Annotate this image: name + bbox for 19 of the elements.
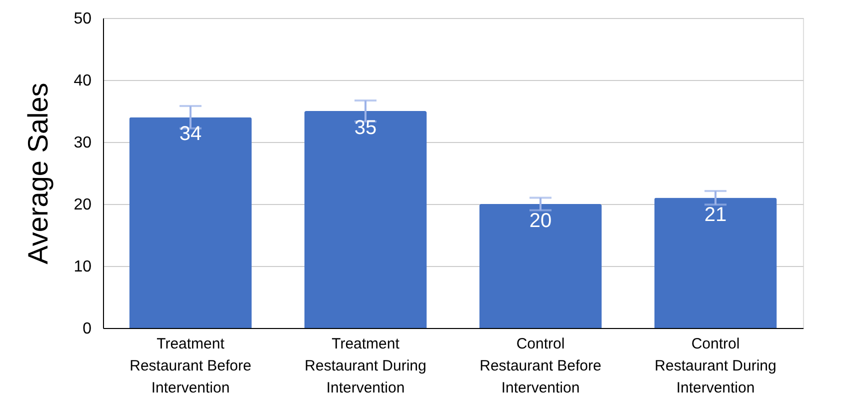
x-tick-label: Treatment Restaurant Before Intervention xyxy=(130,336,252,396)
x-tick-label: Control Restaurant Before Intervention xyxy=(480,336,602,396)
x-tick-label: Treatment Restaurant During Intervention xyxy=(304,336,426,396)
data-label: 20 xyxy=(529,210,552,232)
bar xyxy=(129,117,252,328)
y-tick-label: 0 xyxy=(82,320,92,338)
bar xyxy=(654,198,777,328)
data-label: 21 xyxy=(704,204,727,226)
data-label: 35 xyxy=(354,117,377,139)
y-tick-label: 20 xyxy=(74,196,92,214)
bar xyxy=(479,204,602,328)
y-tick-label: 40 xyxy=(74,72,92,90)
y-tick-label: 10 xyxy=(74,258,92,276)
y-axis-title: Average Sales xyxy=(22,82,54,264)
y-tick-label: 30 xyxy=(74,134,92,152)
bar xyxy=(304,111,427,328)
y-tick-label: 50 xyxy=(74,10,92,28)
data-label: 34 xyxy=(179,123,202,146)
x-tick-label: Control Restaurant During Intervention xyxy=(654,336,776,396)
